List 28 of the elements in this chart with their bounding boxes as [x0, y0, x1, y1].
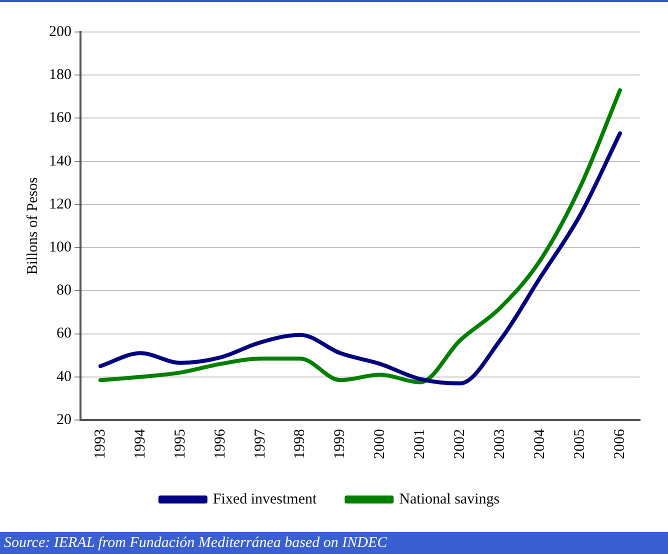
- x-tick-label: 1994: [132, 428, 148, 459]
- y-tick-label: 80: [56, 282, 72, 299]
- y-tick-label: 160: [49, 110, 72, 126]
- y-tick-label: 20: [56, 412, 72, 428]
- y-axis-title: Billons of Pesos: [24, 177, 41, 275]
- y-tick-label: 60: [56, 326, 72, 342]
- x-tick-label: 2004: [532, 428, 548, 459]
- x-tick-label: 1996: [212, 428, 228, 459]
- y-tick-label: 200: [49, 24, 72, 40]
- legend-label: Fixed investment: [212, 491, 318, 508]
- x-tick-label: 2006: [612, 428, 628, 459]
- y-tick-label: 120: [49, 196, 72, 212]
- y-tick-label: 40: [56, 368, 72, 385]
- y-tick-label: 140: [49, 153, 72, 170]
- x-tick-label: 2001: [412, 429, 428, 459]
- source-note: Source: IERAL from Fundación Mediterránea based on INDEC: [0, 532, 668, 554]
- x-tick-label: 2003: [492, 429, 508, 459]
- x-tick-label: 1998: [292, 429, 308, 459]
- x-tick-label: 2000: [372, 429, 388, 459]
- legend-label: National savings: [399, 491, 500, 508]
- x-tick-label: 2005: [572, 429, 588, 459]
- x-tick-label: 2002: [452, 429, 468, 459]
- y-tick-label: 180: [49, 67, 72, 84]
- x-tick-label: 1999: [332, 429, 348, 459]
- x-tick-label: 1997: [252, 428, 268, 459]
- y-tick-label: 100: [49, 239, 72, 256]
- x-tick-label: 1993: [92, 429, 108, 459]
- x-tick-label: 1995: [172, 429, 188, 459]
